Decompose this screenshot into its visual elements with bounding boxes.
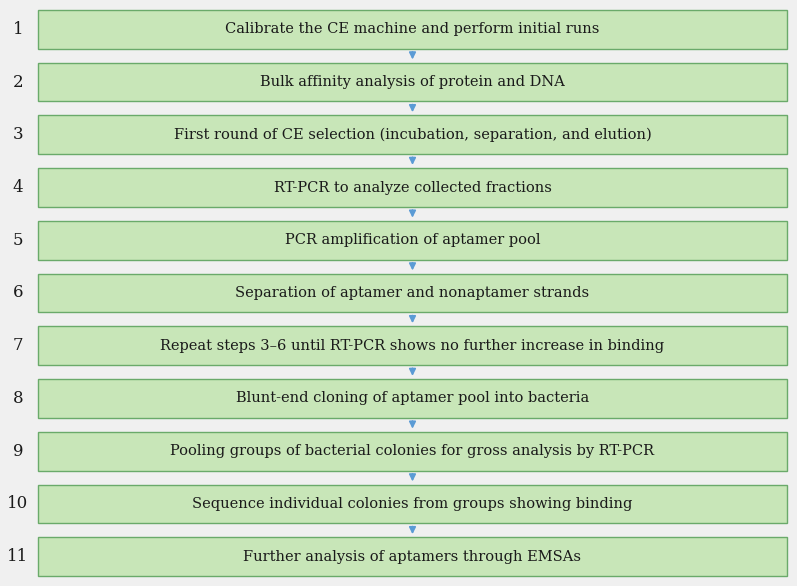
FancyBboxPatch shape bbox=[38, 432, 787, 471]
FancyBboxPatch shape bbox=[38, 115, 787, 154]
Text: PCR amplification of aptamer pool: PCR amplification of aptamer pool bbox=[285, 233, 540, 247]
Text: 2: 2 bbox=[13, 73, 23, 90]
Text: 1: 1 bbox=[13, 21, 23, 38]
FancyBboxPatch shape bbox=[38, 537, 787, 576]
Text: Sequence individual colonies from groups showing binding: Sequence individual colonies from groups… bbox=[192, 497, 633, 511]
Text: 10: 10 bbox=[7, 496, 29, 513]
Text: Bulk affinity analysis of protein and DNA: Bulk affinity analysis of protein and DN… bbox=[260, 75, 565, 89]
Text: 5: 5 bbox=[13, 231, 23, 248]
Text: 6: 6 bbox=[13, 284, 23, 302]
Text: Calibrate the CE machine and perform initial runs: Calibrate the CE machine and perform ini… bbox=[226, 22, 599, 36]
Text: 11: 11 bbox=[7, 548, 29, 565]
FancyBboxPatch shape bbox=[38, 485, 787, 523]
Text: Separation of aptamer and nonaptamer strands: Separation of aptamer and nonaptamer str… bbox=[235, 286, 590, 300]
Text: 7: 7 bbox=[13, 338, 23, 355]
FancyBboxPatch shape bbox=[38, 326, 787, 365]
FancyBboxPatch shape bbox=[38, 274, 787, 312]
Text: 9: 9 bbox=[13, 443, 23, 460]
FancyBboxPatch shape bbox=[38, 10, 787, 49]
Text: 4: 4 bbox=[13, 179, 23, 196]
Text: 8: 8 bbox=[13, 390, 23, 407]
Text: 3: 3 bbox=[13, 126, 23, 143]
Text: Blunt-end cloning of aptamer pool into bacteria: Blunt-end cloning of aptamer pool into b… bbox=[236, 391, 589, 406]
Text: Pooling groups of bacterial colonies for gross analysis by RT-PCR: Pooling groups of bacterial colonies for… bbox=[171, 444, 654, 458]
Text: Repeat steps 3–6 until RT-PCR shows no further increase in binding: Repeat steps 3–6 until RT-PCR shows no f… bbox=[160, 339, 665, 353]
FancyBboxPatch shape bbox=[38, 168, 787, 207]
FancyBboxPatch shape bbox=[38, 221, 787, 260]
FancyBboxPatch shape bbox=[38, 63, 787, 101]
FancyBboxPatch shape bbox=[38, 379, 787, 418]
Text: RT-PCR to analyze collected fractions: RT-PCR to analyze collected fractions bbox=[273, 180, 552, 195]
Text: First round of CE selection (incubation, separation, and elution): First round of CE selection (incubation,… bbox=[174, 128, 651, 142]
Text: Further analysis of aptamers through EMSAs: Further analysis of aptamers through EMS… bbox=[244, 550, 582, 564]
